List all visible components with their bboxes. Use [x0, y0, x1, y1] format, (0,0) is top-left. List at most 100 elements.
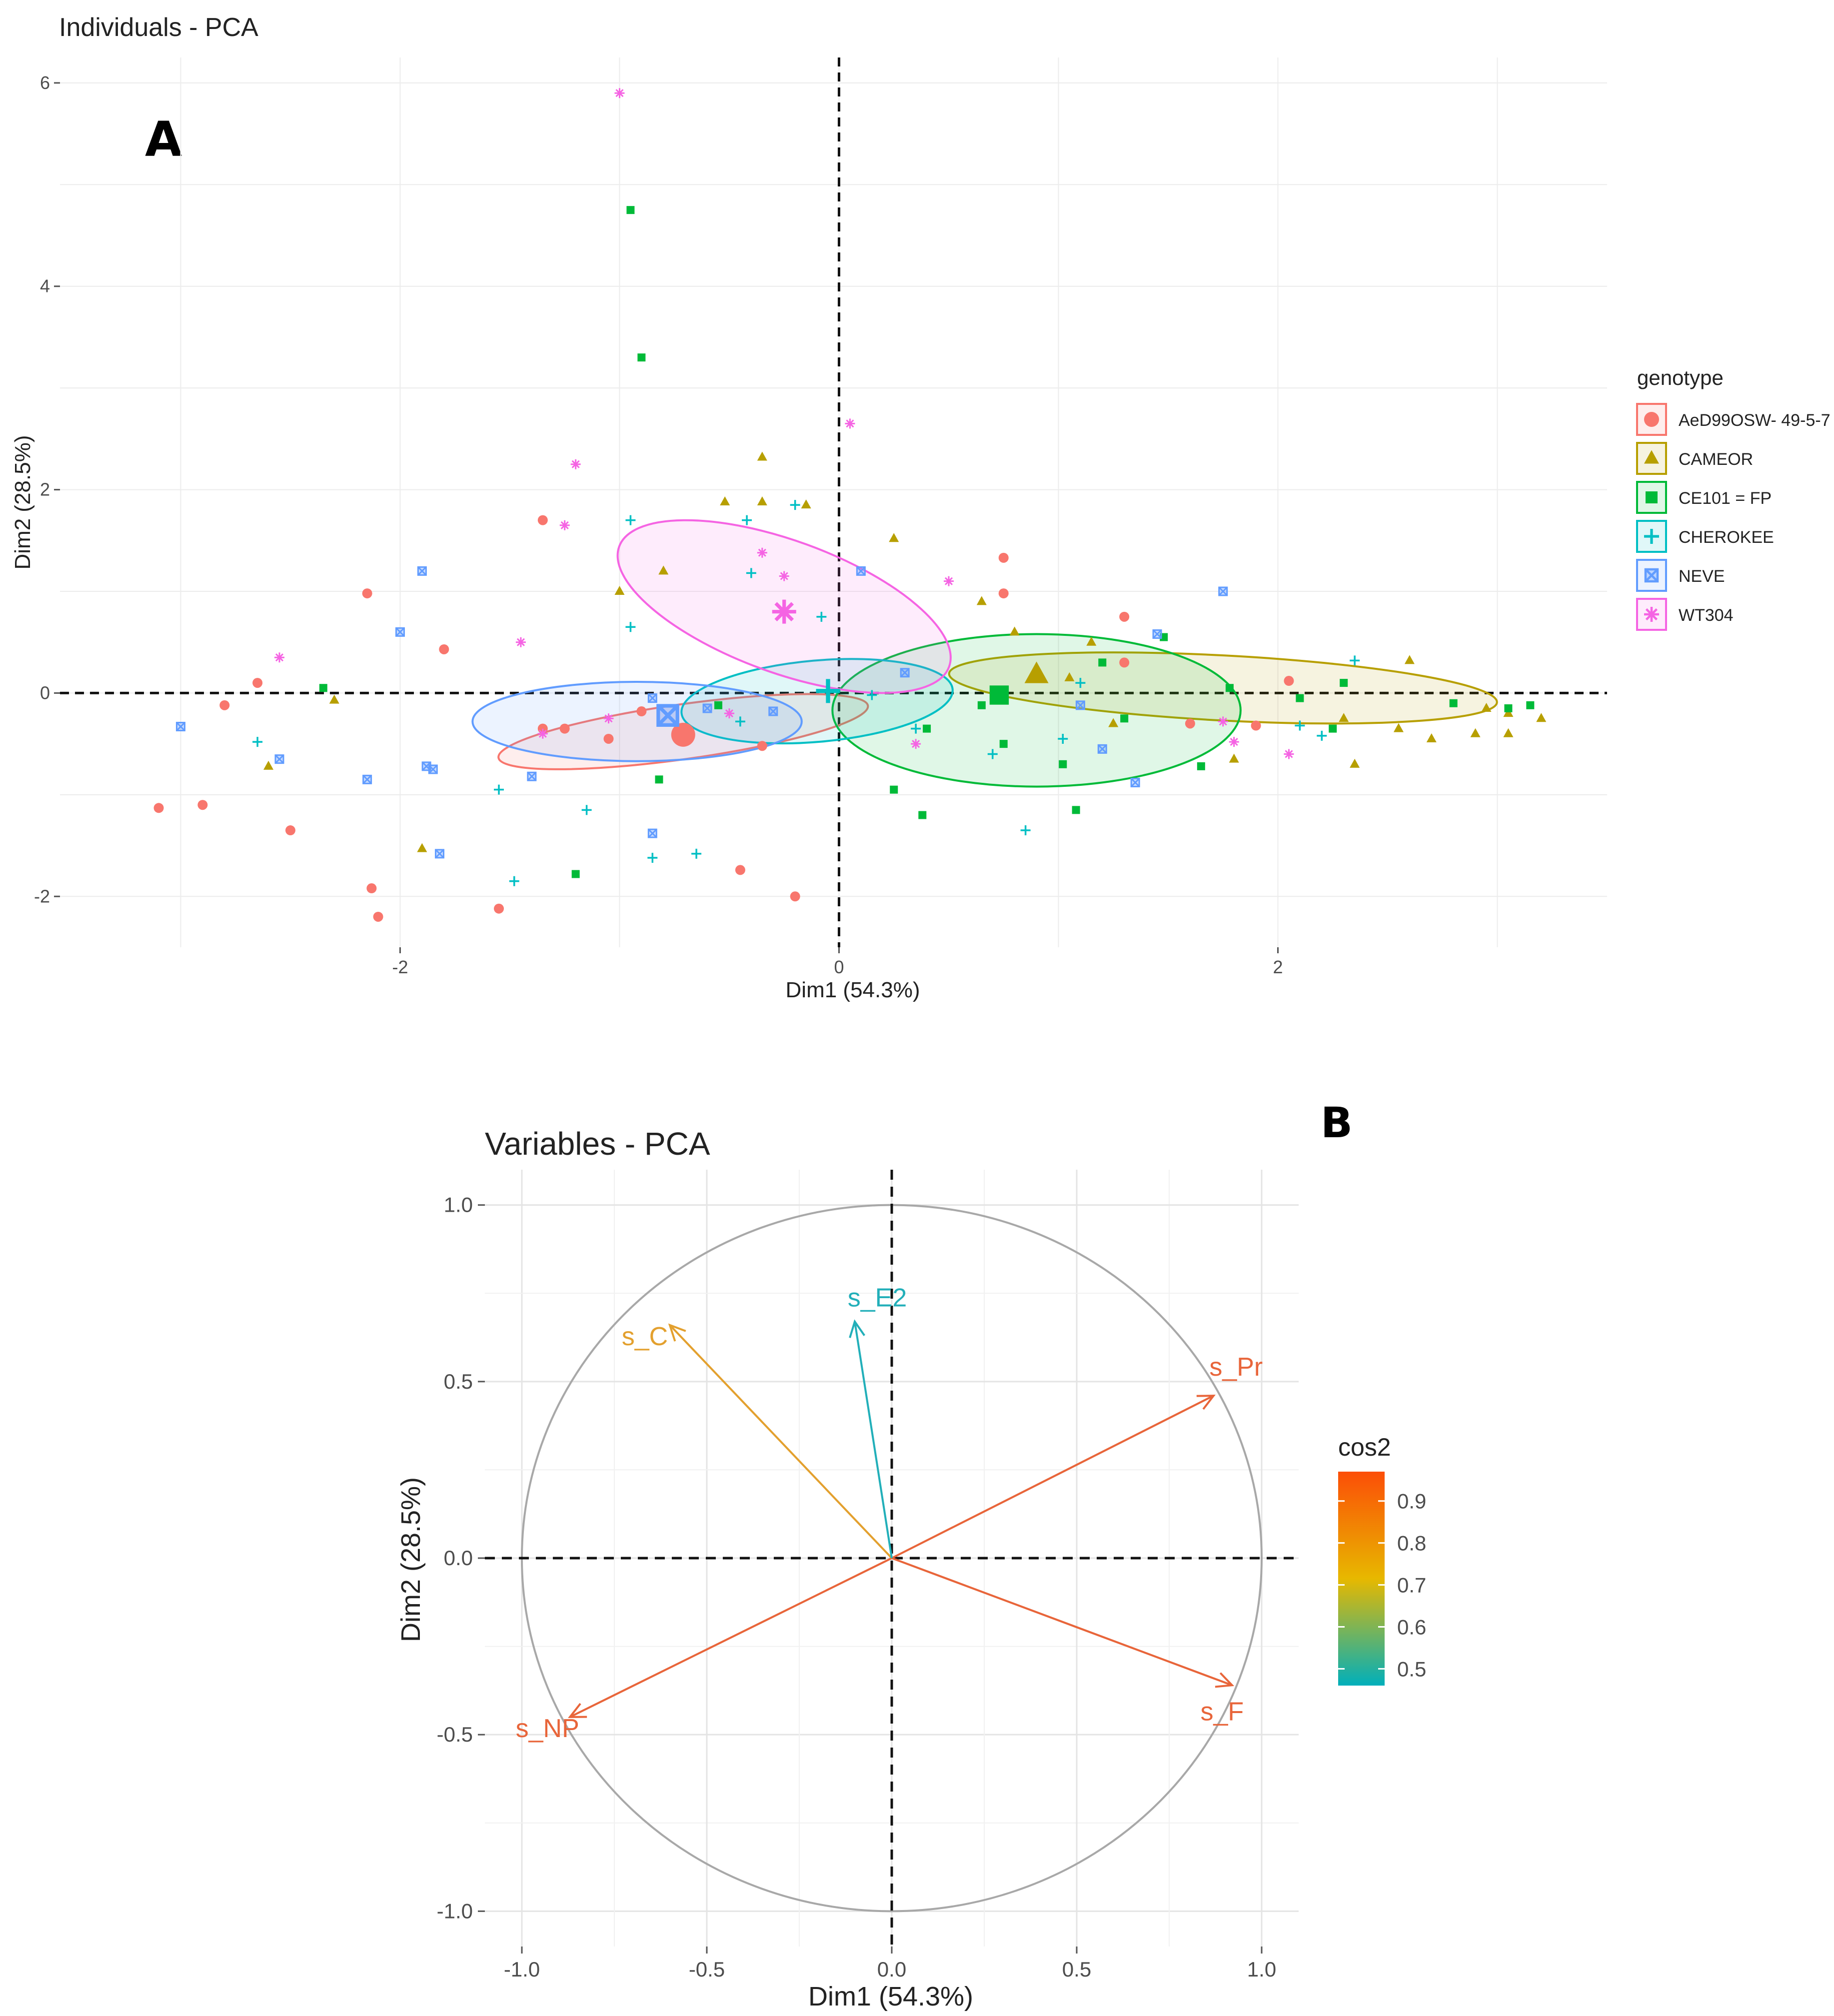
variables-ticks: -1.0 -0.5 0.0 0.5 1.0 -1.0 -0.5 0.0 0.5 1.0 — [437, 1193, 1277, 1981]
point-cameor — [1536, 713, 1547, 722]
point-wt304 — [515, 637, 526, 647]
point-ce101-fp — [319, 684, 327, 692]
point-wt304 — [559, 520, 570, 530]
point-neve — [702, 703, 712, 713]
legend-label-wt304: WT304 — [1679, 606, 1734, 625]
point-ce101-fp — [1329, 724, 1337, 733]
point-aed99osw-49-5-7 — [1251, 720, 1261, 731]
point-cameor — [889, 533, 899, 542]
point-ce101-fp — [1072, 806, 1080, 814]
legend-label-cameor: CAMEOR — [1679, 450, 1753, 469]
point-cherokee — [735, 716, 745, 727]
cos2-legend-title: cos2 — [1338, 1433, 1391, 1461]
point-cameor — [329, 694, 339, 704]
point-cameor — [976, 596, 987, 605]
point-neve — [175, 722, 185, 732]
x-tick-label: 0.5 — [1062, 1958, 1091, 1981]
arrowhead-s-e2 — [849, 1319, 865, 1338]
legend-marker-neve — [1644, 568, 1659, 583]
point-cameor — [1086, 636, 1097, 646]
point-cherokee — [867, 690, 877, 700]
variables-pca-panel: Variables - PCA B s_Pr s_F s_NP s_C s_E2 -1.… — [396, 1098, 1426, 2012]
point-neve — [900, 668, 910, 678]
genotype-legend: genotype AeD99OSW- 49-5-7 CAMEOR CE101 = F… — [1636, 366, 1831, 631]
y-tick-label: -1.0 — [437, 1899, 473, 1923]
ellipse-neve — [471, 681, 803, 762]
point-wt304 — [570, 459, 581, 469]
individuals-pca-panel: Individuals - PCA A -2 0 2 -2 0 2 4 6 Dim1 (54.… — [10, 13, 1831, 1002]
x-tick-label: 2 — [1273, 957, 1283, 977]
point-ce101-fp — [890, 785, 898, 794]
y-tick-label: 0.0 — [444, 1546, 473, 1570]
point-ce101-fp — [1449, 699, 1458, 707]
point-aed99osw-49-5-7 — [153, 803, 164, 813]
arrowhead-s-pr — [1196, 1395, 1216, 1410]
variables-reference-lines — [485, 1170, 1299, 1947]
point-aed99osw-49-5-7 — [366, 883, 377, 894]
vector-label-s-f: s_F — [1200, 1697, 1244, 1726]
point-neve — [417, 566, 427, 576]
point-cameor — [658, 565, 669, 575]
point-neve — [428, 764, 438, 774]
cos2-legend: cos2 0.9 0.8 0.7 0.6 0.5 — [1338, 1433, 1426, 1686]
point-aed99osw-49-5-7 — [998, 588, 1009, 599]
point-neve — [1097, 744, 1107, 754]
point-cherokee — [625, 515, 636, 525]
legend-label-neve: NEVE — [1679, 567, 1725, 586]
point-wt304 — [845, 418, 855, 429]
point-cherokee — [1317, 730, 1327, 741]
y-tick-label: 0 — [40, 682, 50, 703]
arrowhead-s-c — [668, 1323, 686, 1342]
point-cherokee — [509, 876, 519, 886]
x-tick-label: -0.5 — [689, 1958, 725, 1981]
y-tick-label: 0.5 — [444, 1370, 473, 1393]
point-aed99osw-49-5-7 — [1119, 657, 1130, 668]
point-cherokee — [252, 737, 263, 747]
point-wt304 — [779, 571, 789, 581]
y-tick-label: 4 — [40, 276, 50, 296]
point-ce101-fp — [1296, 694, 1304, 702]
point-ce101-fp — [999, 740, 1008, 748]
point-wt304 — [757, 547, 767, 558]
point-cherokee — [987, 749, 998, 759]
individuals-ticks: -2 0 2 -2 0 2 4 6 — [34, 72, 1283, 977]
centroid-ce101-fp — [989, 685, 1009, 705]
vector-label-s-np: s_NP — [516, 1714, 579, 1743]
point-aed99osw-49-5-7 — [494, 903, 504, 914]
point-cameor — [1350, 758, 1360, 768]
point-cameor — [1339, 713, 1349, 722]
point-ce101-fp — [923, 724, 931, 733]
legend-marker-aed99osw-49-5-7 — [1644, 412, 1659, 427]
point-cameor — [1404, 655, 1415, 664]
point-ce101-fp — [714, 701, 723, 709]
point-aed99osw-49-5-7 — [285, 825, 295, 836]
point-wt304 — [943, 576, 954, 586]
point-ce101-fp — [1120, 714, 1129, 723]
vector-s-c — [669, 1324, 893, 1559]
point-cameor — [1481, 702, 1492, 712]
point-aed99osw-49-5-7 — [603, 733, 614, 744]
point-cherokee — [790, 500, 800, 510]
point-cameor — [1503, 728, 1514, 737]
point-wt304 — [724, 708, 734, 719]
point-cherokee — [494, 784, 504, 795]
point-cherokee — [911, 723, 921, 734]
point-cherokee — [647, 852, 658, 863]
point-cherokee — [1350, 655, 1360, 666]
point-wt304 — [603, 713, 614, 724]
point-aed99osw-49-5-7 — [252, 678, 263, 688]
vector-s-pr — [891, 1395, 1214, 1559]
point-wt304 — [1218, 716, 1228, 727]
genotype-legend-title: genotype — [1637, 366, 1724, 389]
y-tick-label: -2 — [34, 886, 50, 906]
point-cameor — [1009, 626, 1020, 636]
variables-x-axis-label: Dim1 (54.3%) — [808, 1982, 973, 2012]
vector-s-np — [569, 1557, 892, 1718]
point-cherokee — [1295, 720, 1305, 731]
point-wt304 — [537, 728, 548, 739]
point-cameor — [1108, 718, 1119, 727]
point-ce101-fp — [1197, 762, 1205, 770]
point-aed99osw-49-5-7 — [1284, 676, 1294, 686]
point-aed99osw-49-5-7 — [790, 891, 800, 902]
point-neve — [1218, 586, 1228, 596]
